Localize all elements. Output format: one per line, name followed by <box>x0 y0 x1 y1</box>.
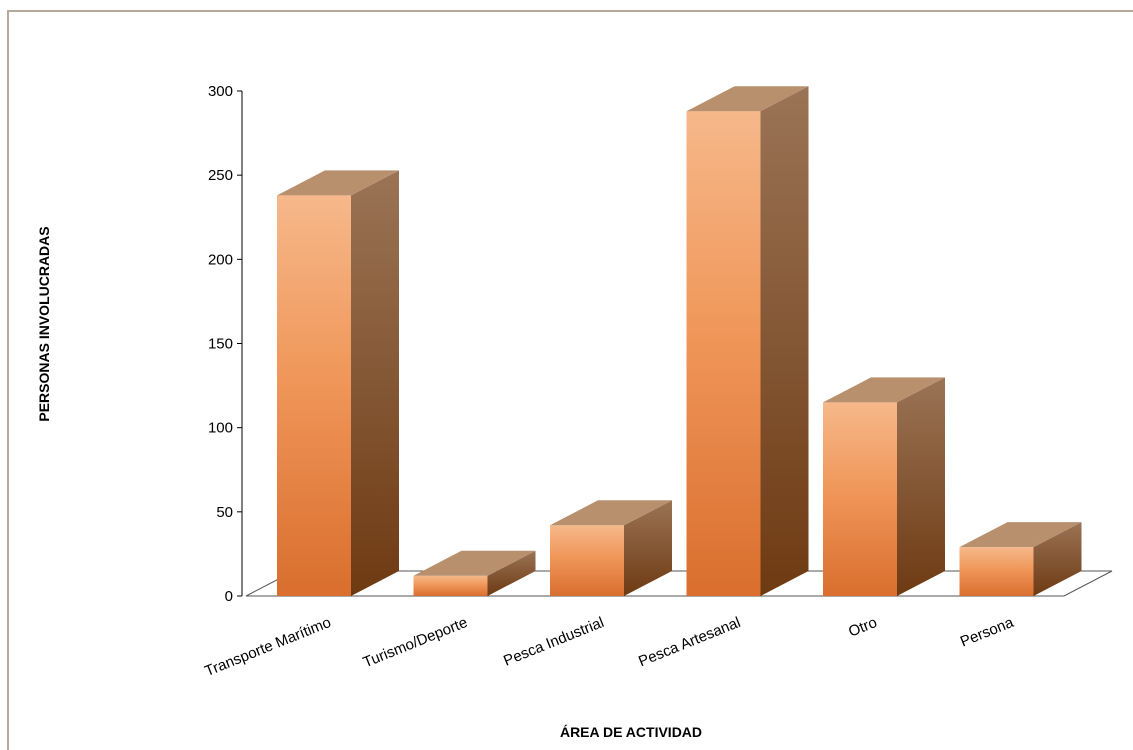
x-category-label: Turismo/Deporte <box>361 614 470 671</box>
y-axis: 0 50 100 150 200 250 300 <box>208 83 243 605</box>
bar <box>959 522 1082 596</box>
bar-top-face <box>959 522 1082 548</box>
bar <box>550 500 672 596</box>
bar-front-face <box>823 402 897 596</box>
bar-top-face <box>413 550 536 576</box>
chart-frame: 0 50 100 150 200 250 300 Transporte Marítimo Tu… <box>7 10 1133 750</box>
y-tick-label: 50 <box>216 504 233 521</box>
y-tick-label: 250 <box>208 167 233 184</box>
bar-top-face <box>277 170 399 196</box>
bar <box>413 550 536 596</box>
bar-chart: 0 50 100 150 200 250 300 Transporte Marítimo Tu… <box>36 83 1113 740</box>
bar <box>823 377 945 596</box>
y-tick-label: 150 <box>208 336 233 353</box>
bar-front-face <box>277 195 351 596</box>
bar-top-face <box>823 377 945 403</box>
x-category-label: Pesca Artesanal <box>636 614 743 670</box>
bar <box>686 86 809 596</box>
bar-side-face <box>487 550 536 596</box>
x-category-label: Pesca Industrial <box>501 614 606 670</box>
x-category-label: Transporte Marítimo <box>202 614 333 680</box>
bar-front-face <box>686 111 761 596</box>
bar-front-face <box>550 525 624 596</box>
bar-side-face <box>897 377 945 596</box>
bar-side-face <box>1033 522 1082 596</box>
bar-front-face <box>959 547 1034 596</box>
bar-top-face <box>550 500 672 526</box>
bar-side-face <box>624 500 672 596</box>
bar-side-face <box>351 170 399 596</box>
y-tick-label: 100 <box>208 420 233 437</box>
bars <box>277 86 1082 596</box>
x-category-label: Persona <box>958 614 1017 651</box>
bar-front-face <box>413 575 488 596</box>
y-tick-label: 0 <box>225 588 233 605</box>
bar-side-face <box>760 86 809 596</box>
x-category-label: Otro <box>846 614 879 641</box>
y-axis-title: PERSONAS INVOLUCRADAS <box>36 226 52 421</box>
bar <box>277 170 399 596</box>
bar-top-face <box>686 86 809 112</box>
y-tick-label: 200 <box>208 251 233 268</box>
y-tick-label: 300 <box>208 83 233 100</box>
x-axis-title: ÁREA DE ACTIVIDAD <box>560 724 702 740</box>
x-axis-labels: Transporte Marítimo Turismo/Deporte Pesca … <box>202 614 1016 680</box>
